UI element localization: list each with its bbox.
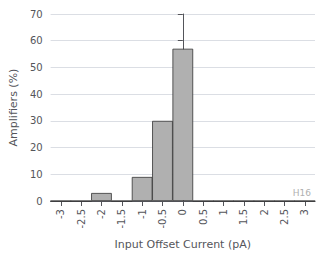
svg-text:3: 3: [299, 209, 310, 215]
svg-text:30: 30: [30, 115, 43, 126]
svg-text:0.5: 0.5: [198, 209, 209, 225]
svg-text:-3: -3: [55, 209, 66, 219]
svg-text:-0.5: -0.5: [157, 209, 168, 229]
svg-text:20: 20: [30, 142, 43, 153]
svg-text:0: 0: [36, 196, 42, 207]
svg-text:H16: H16: [293, 188, 311, 198]
svg-text:60: 60: [30, 35, 43, 46]
svg-text:Amplifiers (%): Amplifiers (%): [7, 69, 20, 147]
svg-text:40: 40: [30, 89, 43, 100]
svg-text:1.5: 1.5: [238, 209, 249, 225]
svg-text:1: 1: [218, 209, 229, 215]
svg-text:-1.5: -1.5: [116, 209, 127, 229]
svg-text:-2.5: -2.5: [76, 209, 87, 229]
svg-text:-2: -2: [96, 209, 107, 219]
svg-text:Input Offset Current (pA): Input Offset Current (pA): [115, 238, 251, 251]
svg-text:2.5: 2.5: [279, 209, 290, 225]
svg-text:70: 70: [30, 9, 43, 20]
svg-text:10: 10: [30, 169, 43, 180]
svg-text:-1: -1: [137, 209, 148, 219]
svg-text:2: 2: [259, 209, 270, 215]
svg-text:50: 50: [30, 62, 43, 73]
svg-text:0: 0: [177, 209, 188, 215]
